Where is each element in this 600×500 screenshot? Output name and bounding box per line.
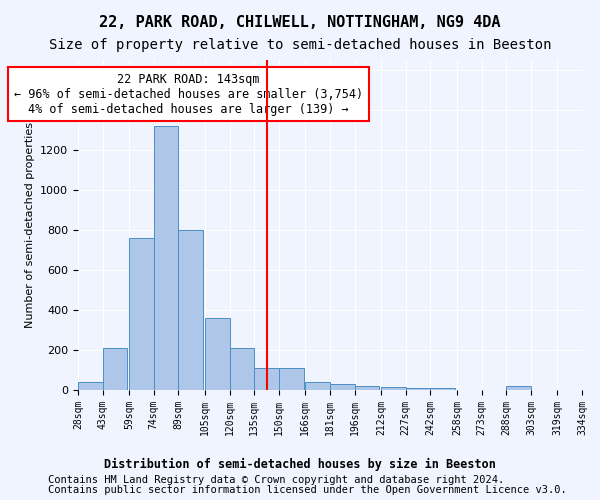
Bar	[305, 382, 330, 390]
Bar	[506, 386, 531, 390]
Bar	[154, 126, 178, 390]
Bar	[103, 348, 127, 390]
Bar	[129, 238, 154, 390]
Bar	[78, 382, 103, 390]
Text: 22, PARK ROAD, CHILWELL, NOTTINGHAM, NG9 4DA: 22, PARK ROAD, CHILWELL, NOTTINGHAM, NG9…	[99, 15, 501, 30]
Y-axis label: Number of semi-detached properties: Number of semi-detached properties	[25, 122, 35, 328]
Text: Contains public sector information licensed under the Open Government Licence v3: Contains public sector information licen…	[48, 485, 567, 495]
Text: 22 PARK ROAD: 143sqm
← 96% of semi-detached houses are smaller (3,754)
4% of sem: 22 PARK ROAD: 143sqm ← 96% of semi-detac…	[14, 72, 363, 116]
Bar	[178, 230, 203, 390]
Bar	[279, 368, 304, 390]
Bar	[406, 388, 430, 390]
Bar	[205, 318, 230, 390]
Bar	[330, 384, 355, 390]
Bar	[230, 348, 254, 390]
Text: Distribution of semi-detached houses by size in Beeston: Distribution of semi-detached houses by …	[104, 458, 496, 470]
Text: Size of property relative to semi-detached houses in Beeston: Size of property relative to semi-detach…	[49, 38, 551, 52]
Bar	[254, 368, 279, 390]
Text: Contains HM Land Registry data © Crown copyright and database right 2024.: Contains HM Land Registry data © Crown c…	[48, 475, 504, 485]
Bar	[355, 386, 379, 390]
Bar	[381, 387, 406, 390]
Bar	[430, 388, 455, 390]
